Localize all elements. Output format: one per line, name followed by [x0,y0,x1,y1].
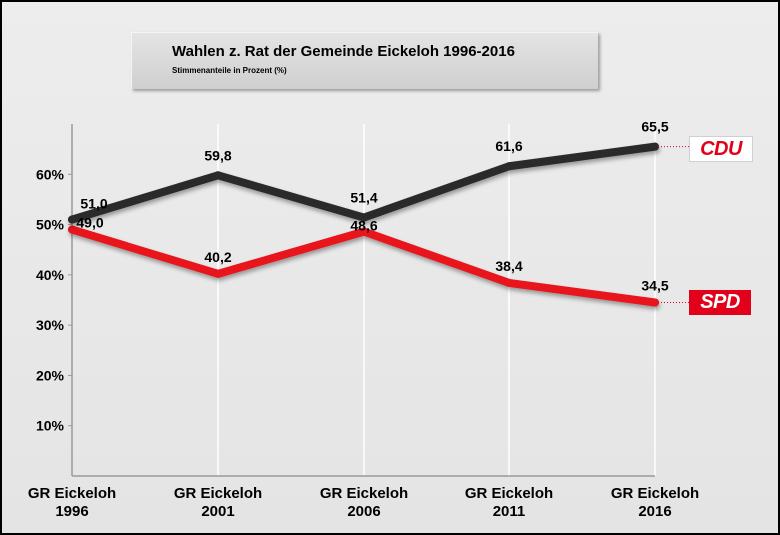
data-point-spd [651,298,659,307]
x-tick-label-line: 2001 [201,503,234,520]
x-tick-label-line: 2011 [493,503,526,520]
x-tick-label-line: GR Eickeloh [28,485,116,502]
data-label-cdu: 65,5 [641,119,668,135]
x-tick-label-line: GR Eickeloh [611,485,699,502]
x-tick-label: GR Eickeloh 2011 [465,485,553,520]
data-label-spd: 49,0 [76,215,103,231]
data-point-spd [68,225,76,234]
legend-cdu: CDU [689,136,753,162]
y-tick-label: 50% [36,217,65,233]
data-label-spd: 48,6 [350,218,377,234]
title-box: Wahlen z. Rat der Gemeinde Eickeloh 1996… [131,32,598,89]
data-point-spd [360,227,368,236]
data-point-cdu [214,171,222,180]
x-tick-label-line: 2006 [347,503,380,520]
x-tick-label: GR Eickeloh 1996 [28,485,116,520]
x-tick-label: GR Eickeloh 2006 [320,485,408,520]
data-label-spd: 40,2 [204,249,231,265]
grid [217,124,656,476]
chart-subtitle: Stimmenanteile in Prozent (%) [172,66,287,75]
legend-spd: SPD [689,290,751,315]
x-tick-label: GR Eickeloh 2001 [174,485,262,520]
y-tick-label: 40% [36,267,65,283]
data-labels: 51,0 59,8 51,4 61,6 65,5 49,0 40,2 48,6 38,4 34,5 [76,119,668,294]
y-tick-label: 20% [36,367,65,383]
series-lines [68,142,689,307]
data-point-cdu [651,142,659,151]
data-label-spd: 34,5 [641,278,668,294]
data-point-spd [214,269,222,278]
y-tick-label: 30% [36,317,65,333]
x-tick-label-line: GR Eickeloh [174,485,262,502]
data-point-cdu [360,213,368,222]
x-tick-label-line: 1996 [55,503,88,520]
data-point-cdu [68,215,76,224]
data-label-spd: 38,4 [495,258,522,274]
data-point-spd [505,278,513,287]
data-point-cdu [505,162,513,171]
data-label-cdu: 51,0 [80,196,107,212]
y-tick-label: 60% [36,166,65,182]
x-tick-label-line: GR Eickeloh [320,485,408,502]
data-label-cdu: 51,4 [350,190,377,206]
x-tick-label: GR Eickeloh 2016 [611,485,699,520]
chart-title: Wahlen z. Rat der Gemeinde Eickeloh 1996… [172,43,515,60]
data-label-cdu: 61,6 [495,138,522,154]
data-label-cdu: 59,8 [204,147,231,163]
x-tick-label-line: GR Eickeloh [465,485,553,502]
x-tick-label-line: 2016 [638,503,671,520]
y-tick-label: 10% [36,418,65,434]
